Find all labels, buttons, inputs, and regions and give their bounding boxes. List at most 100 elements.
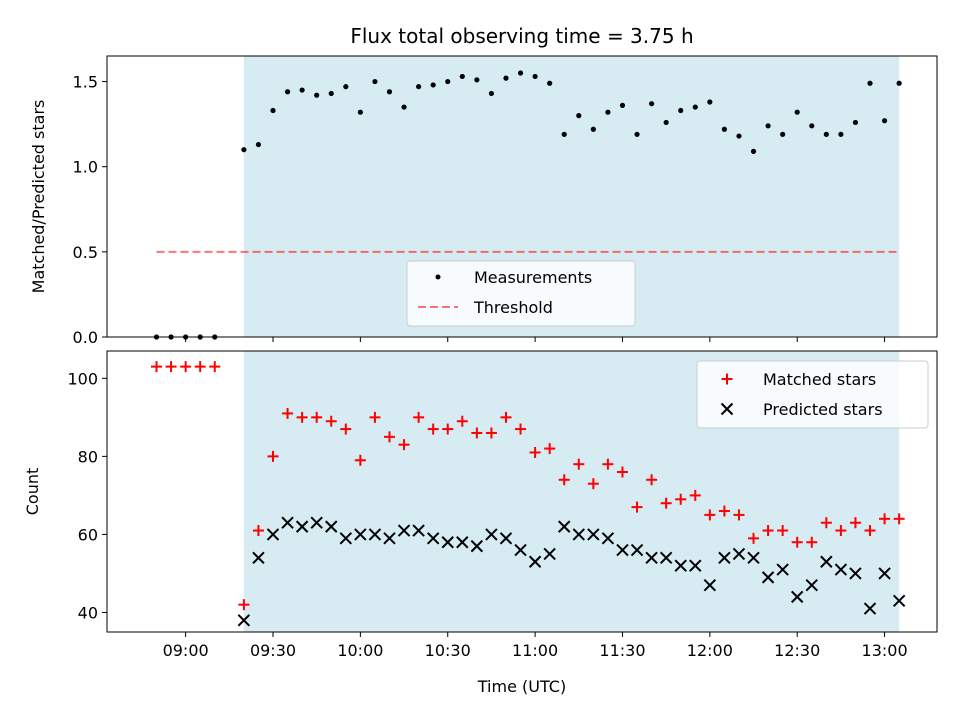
cross-stroke-b <box>849 567 862 580</box>
y-tick-label: 40 <box>78 603 98 622</box>
measurement-point <box>547 80 553 86</box>
measurement-point <box>503 75 509 81</box>
matched-star-point <box>748 532 760 544</box>
measurement-point <box>692 104 698 110</box>
measurement-point <box>780 131 786 137</box>
matched-star-point <box>777 525 789 537</box>
measurement-point <box>328 90 334 97</box>
matched-star-point <box>762 525 774 537</box>
matched-star-point <box>835 525 847 537</box>
chart-title: Flux total observing time = 3.75 h <box>350 24 693 48</box>
predicted-star-point <box>514 543 527 557</box>
time-x-ticks: 09:00 09:30 10:00 10:30 11:00 11:30 12:00 12:30… <box>163 632 908 660</box>
cross-stroke-b <box>601 532 615 545</box>
measurement-point <box>838 131 844 137</box>
matched-star-point <box>165 361 177 373</box>
matched-star-point <box>587 478 599 490</box>
matched-star-point <box>252 525 264 537</box>
predicted-star-point <box>761 571 775 584</box>
predicted-star-point <box>616 543 629 557</box>
y-tick-label: 60 <box>78 525 98 544</box>
matched-star-point <box>180 361 192 373</box>
measurement-point <box>430 82 436 88</box>
measurement-point <box>852 119 859 126</box>
predicted-star-point <box>339 532 353 545</box>
x-tick-label: 09:30 <box>250 641 296 660</box>
cross-stroke-b <box>791 590 804 604</box>
measurement-point <box>401 104 407 110</box>
predicted-stars-points <box>237 516 906 627</box>
cross-stroke-b <box>426 532 440 545</box>
predicted-star-point <box>659 551 673 565</box>
legend-matched-marker <box>721 373 733 385</box>
predicted-star-point <box>703 578 717 592</box>
x-tick-label: 09:00 <box>163 641 209 660</box>
predicted-star-point <box>368 528 382 541</box>
count-panel-frame <box>106 350 938 633</box>
cross-stroke-b <box>325 520 338 533</box>
predicted-star-point <box>266 528 280 541</box>
measurement-point <box>532 73 538 80</box>
measurement-point <box>678 107 684 114</box>
matched-stars-points <box>151 361 905 611</box>
measurement-point <box>794 109 800 115</box>
ratio-legend: Measurements Threshold <box>406 260 636 327</box>
predicted-star-point <box>295 520 309 533</box>
matched-star-point <box>864 525 876 537</box>
predicted-star-point <box>558 520 571 533</box>
predicted-star-point <box>441 536 454 549</box>
measurement-point <box>590 126 596 132</box>
measurement-point <box>707 99 713 105</box>
cross-stroke-b <box>543 547 556 561</box>
matched-star-point <box>573 458 585 470</box>
ratio-panel-frame <box>106 55 938 338</box>
measurement-point <box>284 89 291 95</box>
legend-predicted-label: Predicted stars <box>763 400 883 419</box>
matched-star-point <box>369 411 381 423</box>
predicted-star-point <box>456 536 469 549</box>
cross-stroke-b <box>499 532 513 545</box>
x-tick-label: 10:00 <box>337 641 383 660</box>
cross-stroke-b <box>878 567 891 580</box>
measurement-point <box>270 107 276 114</box>
measurement-point <box>634 131 640 137</box>
matched-star-point <box>282 407 294 419</box>
matched-star-point <box>791 536 803 548</box>
y-tick-label: 0.0 <box>73 328 98 347</box>
matched-star-point <box>354 454 366 466</box>
measurement-point <box>343 84 349 90</box>
matched-star-point <box>238 599 250 611</box>
measurement-point <box>357 109 363 115</box>
measurement-point <box>721 126 728 132</box>
predicted-star-point <box>310 516 323 529</box>
matched-star-point <box>209 361 221 373</box>
measurement-point <box>605 109 611 115</box>
cross-stroke-b <box>761 571 775 584</box>
ratio-panel: 0.0 0.5 1.0 1.5 Flux total observing time =… <box>29 24 938 347</box>
matched-star-point <box>194 361 206 373</box>
ratio-legend-box <box>406 260 636 327</box>
matched-star-point <box>646 474 658 486</box>
matched-star-point <box>442 423 454 435</box>
predicted-star-point <box>237 614 251 627</box>
matched-star-point <box>806 536 818 548</box>
predicted-star-point <box>485 528 498 541</box>
cross-stroke-b <box>354 528 367 541</box>
cross-stroke-b <box>295 520 309 533</box>
matched-star-point <box>515 423 527 435</box>
matched-star-point <box>296 411 308 423</box>
legend-threshold-label: Threshold <box>473 298 553 317</box>
cross-stroke-b <box>630 543 644 557</box>
y-tick-label: 100 <box>67 369 98 388</box>
measurement-point <box>809 123 815 129</box>
cross-stroke-b <box>456 536 469 549</box>
predicted-star-point <box>747 551 760 565</box>
matched-star-point <box>427 423 439 435</box>
predicted-star-point <box>791 590 804 604</box>
cross-stroke-b <box>820 555 833 568</box>
matched-star-point <box>631 501 643 513</box>
cross-stroke-b <box>689 559 702 572</box>
cross-stroke-b <box>528 555 542 568</box>
matched-star-point <box>689 489 701 501</box>
